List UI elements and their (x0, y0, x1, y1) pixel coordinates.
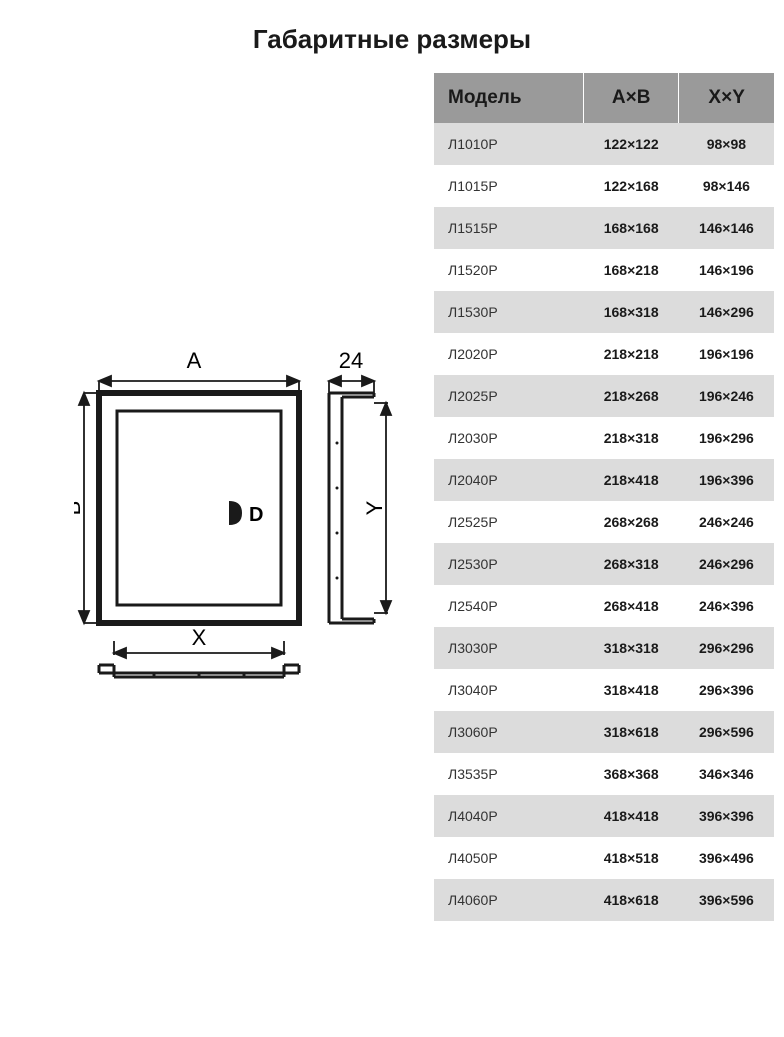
cell-xy: 246×246 (679, 501, 774, 543)
table-row: Л4050Р418×518396×496 (434, 837, 774, 879)
cell-xy: 98×146 (679, 165, 774, 207)
table-column: Модель A×B X×Y Л1010Р122×12298×98Л1015Р1… (414, 73, 780, 921)
cell-xy: 146×296 (679, 291, 774, 333)
table-row: Л3060Р318×618296×596 (434, 711, 774, 753)
table-row: Л1015Р122×16898×146 (434, 165, 774, 207)
cell-ab: 218×318 (584, 417, 679, 459)
cell-xy: 346×346 (679, 753, 774, 795)
cell-xy: 246×296 (679, 543, 774, 585)
cell-xy: 98×98 (679, 123, 774, 165)
cell-xy: 396×396 (679, 795, 774, 837)
cell-xy: 196×396 (679, 459, 774, 501)
table-row: Л2025Р218×268196×246 (434, 375, 774, 417)
cell-model: Л1515Р (434, 207, 584, 249)
table-row: Л2040Р218×418196×396 (434, 459, 774, 501)
cell-ab: 268×268 (584, 501, 679, 543)
cell-model: Л2030Р (434, 417, 584, 459)
cell-model: Л2040Р (434, 459, 584, 501)
table-row: Л3040Р318×418296×396 (434, 669, 774, 711)
table-row: Л1515Р168×168146×146 (434, 207, 774, 249)
cell-xy: 296×296 (679, 627, 774, 669)
header-model: Модель (434, 73, 584, 123)
cell-model: Л4060Р (434, 879, 584, 921)
cell-xy: 146×196 (679, 249, 774, 291)
cell-ab: 268×418 (584, 585, 679, 627)
dimension-diagram: A 24 D (74, 343, 404, 728)
cell-model: Л1015Р (434, 165, 584, 207)
cell-ab: 218×218 (584, 333, 679, 375)
cell-ab: 368×368 (584, 753, 679, 795)
cell-ab: 218×418 (584, 459, 679, 501)
cell-model: Л2530Р (434, 543, 584, 585)
table-row: Л2530Р268×318246×296 (434, 543, 774, 585)
table-row: Л1010Р122×12298×98 (434, 123, 774, 165)
label-A: A (187, 348, 202, 373)
cell-xy: 396×596 (679, 879, 774, 921)
table-row: Л2020Р218×218196×196 (434, 333, 774, 375)
header-xy: X×Y (679, 73, 774, 123)
header-ab: A×B (584, 73, 679, 123)
cell-ab: 268×318 (584, 543, 679, 585)
cell-model: Л2020Р (434, 333, 584, 375)
cell-model: Л3535Р (434, 753, 584, 795)
table-row: Л4040Р418×418396×396 (434, 795, 774, 837)
cell-model: Л3060Р (434, 711, 584, 753)
cell-ab: 168×318 (584, 291, 679, 333)
cell-xy: 246×396 (679, 585, 774, 627)
cell-xy: 146×146 (679, 207, 774, 249)
table-row: Л3535Р368×368346×346 (434, 753, 774, 795)
cell-model: Л2540Р (434, 585, 584, 627)
cell-xy: 196×246 (679, 375, 774, 417)
cell-model: Л1520Р (434, 249, 584, 291)
table-row: Л1520Р168×218146×196 (434, 249, 774, 291)
cell-ab: 318×318 (584, 627, 679, 669)
label-Y: Y (362, 500, 387, 515)
table-row: Л3030Р318×318296×296 (434, 627, 774, 669)
cell-model: Л3040Р (434, 669, 584, 711)
table-row: Л2540Р268×418246×396 (434, 585, 774, 627)
cell-ab: 418×518 (584, 837, 679, 879)
cell-model: Л4050Р (434, 837, 584, 879)
cell-model: Л1530Р (434, 291, 584, 333)
content-row: A 24 D (0, 73, 784, 921)
cell-model: Л2025Р (434, 375, 584, 417)
cell-model: Л2525Р (434, 501, 584, 543)
cell-ab: 122×168 (584, 165, 679, 207)
cell-model: Л4040Р (434, 795, 584, 837)
cell-model: Л1010Р (434, 123, 584, 165)
label-D: D (249, 504, 263, 526)
cell-xy: 296×396 (679, 669, 774, 711)
table-row: Л4060Р418×618396×596 (434, 879, 774, 921)
cell-model: Л3030Р (434, 627, 584, 669)
cell-ab: 122×122 (584, 123, 679, 165)
cell-xy: 296×596 (679, 711, 774, 753)
label-depth: 24 (339, 348, 363, 373)
label-B: B (74, 501, 85, 516)
table-row: Л2030Р218×318196×296 (434, 417, 774, 459)
cell-xy: 196×196 (679, 333, 774, 375)
label-X: X (192, 625, 207, 650)
diagram-column: A 24 D (4, 73, 414, 921)
table-row: Л1530Р168×318146×296 (434, 291, 774, 333)
cell-ab: 218×268 (584, 375, 679, 417)
cell-ab: 168×168 (584, 207, 679, 249)
page-title: Габаритные размеры (0, 0, 784, 73)
dimensions-table: Модель A×B X×Y Л1010Р122×12298×98Л1015Р1… (434, 73, 774, 921)
cell-ab: 418×618 (584, 879, 679, 921)
table-header-row: Модель A×B X×Y (434, 73, 774, 123)
cell-ab: 418×418 (584, 795, 679, 837)
table-row: Л2525Р268×268246×246 (434, 501, 774, 543)
cell-ab: 318×618 (584, 711, 679, 753)
cell-xy: 396×496 (679, 837, 774, 879)
cell-xy: 196×296 (679, 417, 774, 459)
cell-ab: 168×218 (584, 249, 679, 291)
cell-ab: 318×418 (584, 669, 679, 711)
